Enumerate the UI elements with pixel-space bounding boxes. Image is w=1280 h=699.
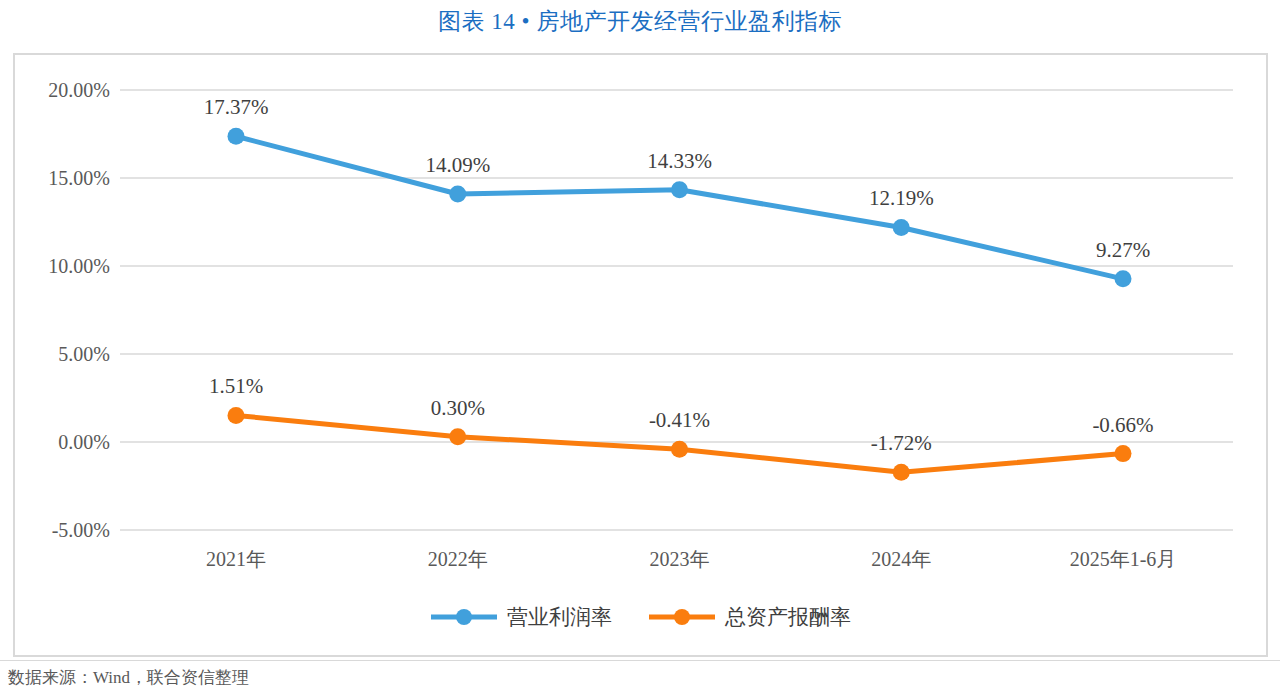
page: { "title": "图表 14 • 房地产开发经营行业盈利指标", "sou… [0,0,1280,699]
data-point-marker [671,441,688,458]
y-axis-tick-label: 0.00% [58,431,110,453]
y-axis-tick-label: 5.00% [58,343,110,365]
y-axis-tick-label: 20.00% [48,79,110,101]
x-axis-tick-label: 2021年 [206,548,266,570]
data-point-marker [671,181,688,198]
data-point-marker [228,128,245,145]
data-point-marker [228,407,245,424]
line-chart-plot-area: 20.00% 15.00% 10.00% 5.00% 0.00% -5.00% 2021年 2… [15,55,1262,651]
x-axis-tick-label: 2023年 [650,548,710,570]
legend-line-marker-icon [430,608,498,626]
x-axis-tick-label: 2024年 [871,548,931,570]
data-label: 12.19% [869,186,934,210]
x-axis-tick-label: 2025年1-6月 [1070,548,1177,570]
data-label: 9.27% [1096,238,1150,262]
data-label: -0.41% [649,408,710,432]
y-axis-tick-label: 10.00% [48,255,110,277]
data-point-marker [893,219,910,236]
data-point-marker [449,186,466,203]
footer-divider [0,660,1280,661]
legend-item: 总资产报酬率 [648,603,851,631]
y-axis-tick-label: 15.00% [48,167,110,189]
data-label: 14.09% [425,153,490,177]
data-label: 17.37% [204,95,269,119]
data-point-marker [449,428,466,445]
data-point-marker [1115,445,1132,462]
data-label: 1.51% [209,374,263,398]
data-label: 0.30% [431,396,485,420]
chart-title: 图表 14 • 房地产开发经营行业盈利指标 [0,6,1280,37]
legend-label: 营业利润率 [507,603,612,631]
data-label: -1.72% [871,431,932,455]
legend-label: 总资产报酬率 [725,603,851,631]
legend-item: 营业利润率 [430,603,612,631]
data-label: -0.66% [1092,413,1153,437]
chart-frame: 20.00% 15.00% 10.00% 5.00% 0.00% -5.00% 2021年 2… [13,53,1268,657]
data-label: 14.33% [647,149,712,173]
y-axis-tick-label: -5.00% [52,519,110,541]
data-point-marker [1115,270,1132,287]
x-axis-tick-label: 2022年 [428,548,488,570]
legend-line-marker-icon [648,608,716,626]
chart-legend: 营业利润率 总资产报酬率 [15,603,1266,631]
data-source-note: 数据来源：Wind，联合资信整理 [8,666,249,689]
data-point-marker [893,464,910,481]
